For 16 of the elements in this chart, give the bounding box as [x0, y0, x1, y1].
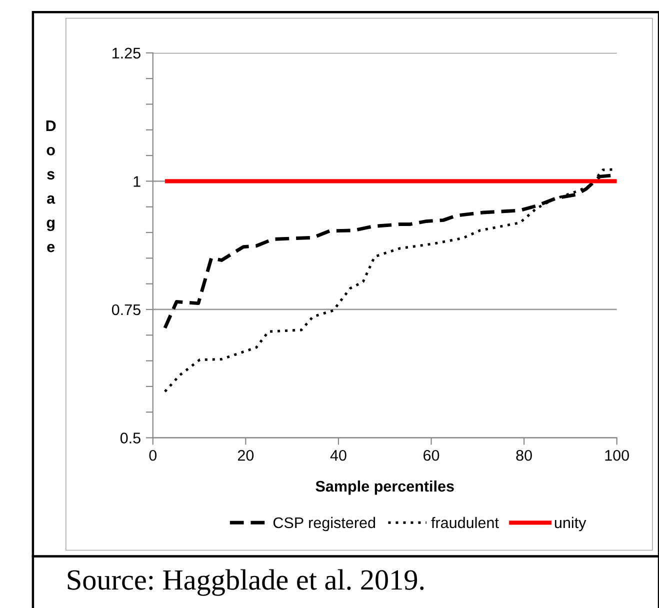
x-tick-label: 0	[149, 450, 157, 461]
legend-label: unity	[554, 516, 586, 532]
x-tick-label: 80	[516, 450, 532, 461]
y-tick-label: 0.5	[120, 432, 140, 444]
y-tick-label: 1	[134, 176, 140, 187]
legend-label: CSP registered	[273, 516, 376, 532]
source-note: Source: Haggblade et al. 2019.	[68, 569, 424, 596]
x-axis-title: Sample percentiles	[316, 480, 454, 495]
x-tick-label: 40	[330, 450, 346, 461]
x-tick-label: 100	[605, 450, 629, 461]
legend-label: fraudulent	[431, 516, 499, 528]
y-tick-label: 0.75	[112, 304, 140, 316]
x-tick-label: 20	[238, 450, 254, 461]
x-tick-label: 60	[424, 450, 440, 461]
y-axis-title: Dosage	[46, 120, 56, 252]
y-tick-label: 1.25	[112, 48, 140, 59]
